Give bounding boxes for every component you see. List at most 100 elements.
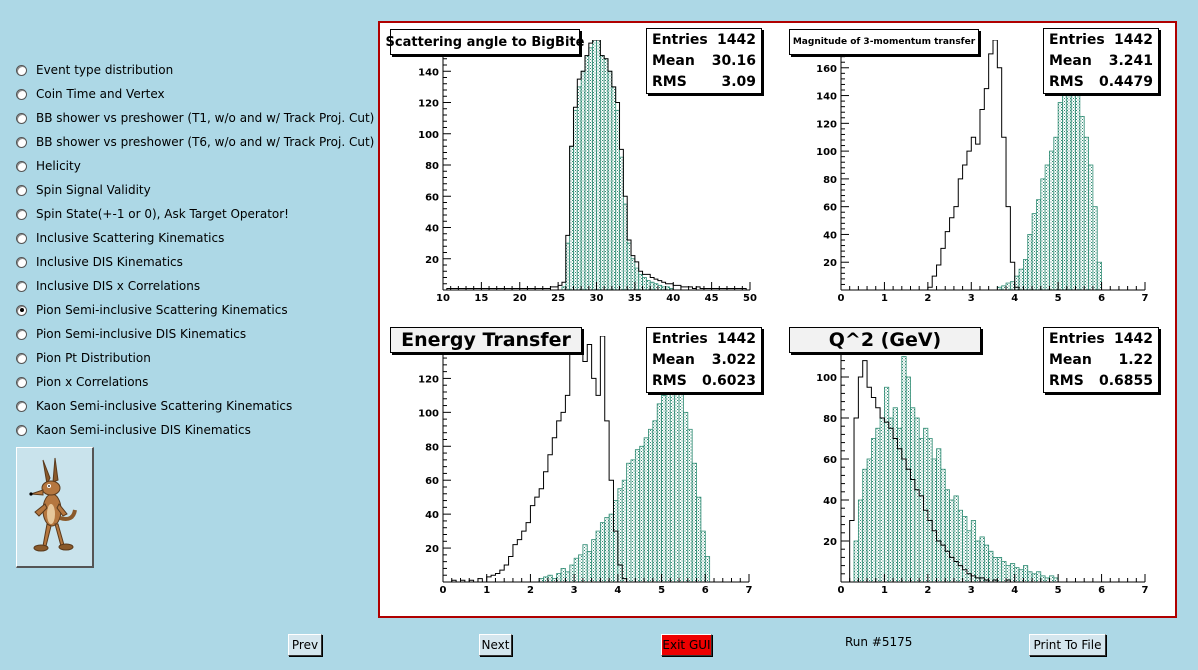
histogram-bin [897, 427, 903, 582]
radio-unselected-icon[interactable] [16, 184, 27, 196]
radio-option-label: Inclusive DIS x Correlations [36, 279, 201, 293]
radio-option-label: Inclusive DIS Kinematics [36, 255, 183, 269]
radio-option[interactable]: Inclusive Scattering Kinematics [16, 226, 374, 250]
radio-unselected-icon[interactable] [16, 328, 27, 340]
histogram-bin [582, 544, 588, 582]
stats-label: RMS [652, 372, 687, 389]
stats-label: Entries [652, 31, 708, 48]
radio-unselected-icon[interactable] [16, 376, 27, 388]
histogram-bin [866, 458, 872, 582]
radio-unselected-icon[interactable] [16, 280, 27, 292]
stats-value: 0.6855 [1098, 372, 1153, 389]
next-button[interactable]: Next [479, 634, 512, 656]
histogram-bin [1070, 60, 1076, 290]
histogram-bin [596, 40, 601, 290]
radio-option[interactable]: Pion Pt Distribution [16, 346, 374, 370]
y-tick-label: 40 [425, 510, 439, 521]
radio-option[interactable]: Spin State(+-1 or 0), Ask Target Operato… [16, 202, 374, 226]
stats-row-mean: Mean 1.22 [1044, 349, 1158, 370]
radio-unselected-icon[interactable] [16, 400, 27, 412]
x-tick-label: 20 [513, 293, 527, 304]
radio-unselected-icon[interactable] [16, 424, 27, 436]
x-tick-label: 25 [551, 293, 565, 304]
histogram-bin [643, 437, 649, 582]
histogram-bin [652, 420, 658, 582]
histogram-axes [442, 39, 751, 291]
radio-option[interactable]: BB shower vs preshower (T1, w/o and w/ T… [16, 106, 374, 130]
coyote-mascot-icon[interactable] [16, 447, 94, 568]
stats-row-rms: RMS 0.6855 [1044, 370, 1158, 391]
histogram-bin [626, 462, 632, 582]
histogram-bin [940, 468, 946, 582]
radio-unselected-icon[interactable] [16, 256, 27, 268]
histogram-bin [1022, 565, 1029, 582]
radio-option[interactable]: Helicity [16, 154, 374, 178]
histogram-plot: 10 15 20 25 30 35 40 45 50 20 40 60 80 100 120 140 [418, 39, 757, 304]
stats-box: Entries 1442 Mean 3.241 RMS 0.4479 [1043, 28, 1159, 94]
radio-option[interactable]: Pion x Correlations [16, 370, 374, 394]
y-tick-label: 80 [823, 414, 837, 425]
radio-option[interactable]: Spin Signal Validity [16, 178, 374, 202]
histogram-bin [607, 70, 613, 290]
radio-option[interactable]: Event type distribution [16, 58, 374, 82]
histogram-title: Energy Transfer [390, 327, 582, 353]
y-tick-label: 120 [418, 374, 439, 385]
histogram-bin [565, 242, 571, 290]
histogram-bin [586, 551, 593, 582]
radio-unselected-icon[interactable] [16, 160, 27, 172]
radio-option-label: Inclusive Scattering Kinematics [36, 231, 225, 245]
stats-row-entries: Entries 1442 [647, 328, 761, 349]
radio-option-label: Spin Signal Validity [36, 183, 151, 197]
radio-unselected-icon[interactable] [16, 88, 27, 100]
histogram-bin [642, 277, 647, 290]
radio-option[interactable]: Inclusive DIS x Correlations [16, 274, 374, 298]
radio-option[interactable]: Kaon Semi-inclusive DIS Kinematics [16, 418, 374, 442]
stats-label: Entries [652, 330, 708, 347]
x-tick-label: 1 [483, 585, 490, 596]
radio-option-label: Pion Pt Distribution [36, 351, 151, 365]
x-tick-label: 6 [702, 585, 709, 596]
radio-unselected-icon[interactable] [16, 64, 27, 76]
radio-option[interactable]: Inclusive DIS Kinematics [16, 250, 374, 274]
histogram-series-outline [927, 40, 1020, 290]
stats-box: Entries 1442 Mean 30.16 RMS 3.09 [646, 28, 762, 94]
radio-unselected-icon[interactable] [16, 136, 27, 148]
radio-unselected-icon[interactable] [16, 112, 27, 124]
histogram-bin [630, 258, 636, 290]
stats-label: Mean [1049, 52, 1092, 69]
histogram-bin [983, 544, 990, 582]
radio-option[interactable]: BB shower vs preshower (T6, w/o and w/ T… [16, 130, 374, 154]
stats-value: 0.4479 [1098, 73, 1153, 90]
histogram-pad-energy-transfer: 0123456720406080100120140Energy Transfer… [380, 322, 777, 619]
histogram-bin [1040, 575, 1046, 582]
histogram-bin [608, 513, 614, 582]
stats-label: RMS [652, 73, 687, 90]
histogram-bin [599, 522, 606, 582]
exit-gui-button[interactable]: Exit GUI [661, 634, 712, 656]
histogram-bin [918, 438, 924, 582]
histogram-bin [639, 445, 645, 582]
radio-option[interactable]: Pion Semi-inclusive Scattering Kinematic… [16, 298, 374, 322]
histogram-axes [840, 39, 1146, 291]
histogram-canvas[interactable]: 10 15 20 25 30 35 40 45 50 20 40 60 80 100 120 140 Scatt… [378, 21, 1177, 618]
radio-unselected-icon[interactable] [16, 232, 27, 244]
histogram-bin [1049, 575, 1055, 582]
histogram-bin [884, 386, 890, 582]
radio-option[interactable]: Pion Semi-inclusive DIS Kinematics [16, 322, 374, 346]
radio-unselected-icon[interactable] [16, 352, 27, 364]
histogram-bin [871, 438, 877, 582]
radio-selected-icon[interactable] [16, 304, 27, 316]
print-to-file-button[interactable]: Print To File [1029, 634, 1106, 656]
radio-unselected-icon[interactable] [16, 208, 27, 220]
histogram-bin [1014, 567, 1020, 582]
prev-button[interactable]: Prev [288, 634, 322, 656]
histogram-bin [992, 556, 998, 582]
x-tick-label: 5 [1055, 585, 1062, 596]
y-tick-label: 80 [425, 442, 439, 453]
histogram-bin [683, 411, 689, 582]
histogram-bin [853, 540, 859, 582]
stats-row-rms: RMS 0.4479 [1044, 71, 1158, 92]
histogram-bin [621, 479, 628, 582]
radio-option[interactable]: Kaon Semi-inclusive Scattering Kinematic… [16, 394, 374, 418]
radio-option[interactable]: Coin Time and Vertex [16, 82, 374, 106]
